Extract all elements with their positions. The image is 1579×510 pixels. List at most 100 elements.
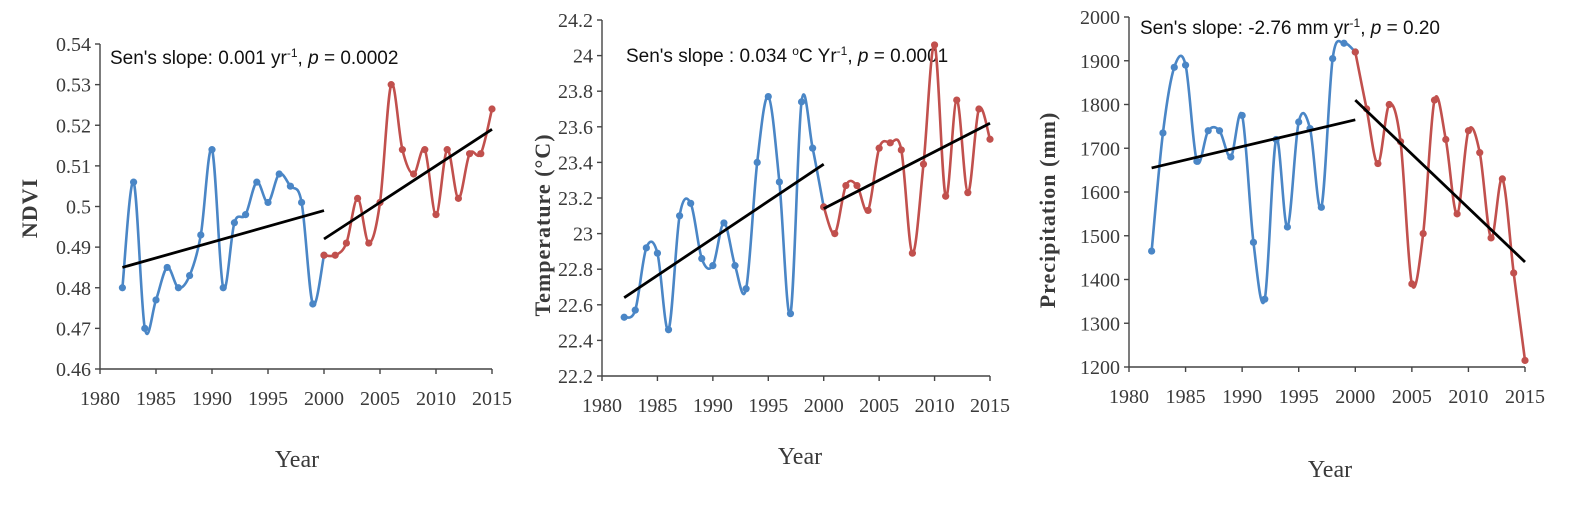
precipitation-y-tick-label: 1900 (1080, 51, 1120, 73)
temperature-series-2-point (853, 181, 861, 190)
ndvi-series-2-point (466, 150, 474, 158)
temperature-series-1-point (698, 254, 706, 263)
precipitation-series-2-point (1510, 269, 1518, 277)
ndvi-x-tick-label: 1990 (192, 388, 232, 410)
precipitation-y-axis-label: Precipitation (mm) (1035, 112, 1060, 309)
temperature-series-1-point (620, 313, 628, 321)
temperature-y-tick-label: 23.2 (558, 188, 593, 210)
temperature-y-tick-label: 23.6 (558, 117, 593, 139)
ndvi-x-tick-label: 2015 (472, 388, 512, 410)
temperature-series-1-point (709, 262, 717, 270)
precipitation-series-2-point (1476, 149, 1484, 157)
temperature-series-2-point (886, 139, 894, 147)
temperature-series-2-line (822, 43, 992, 255)
temperature-series-2-point (975, 105, 983, 113)
ndvi-series-1-point (298, 198, 306, 207)
temperature-series-2-point (897, 146, 905, 154)
temperature-series-1-point (797, 98, 806, 106)
precipitation-series-1-point (1329, 54, 1337, 63)
ndvi-series-2-point (354, 194, 362, 202)
precipitation-series-2-point (1464, 127, 1473, 135)
temp-annot-sup: -1 (837, 44, 848, 58)
ndvi-series-1-point (141, 324, 149, 332)
temperature-series-2-point (919, 160, 928, 168)
precipitation-series-2-point (1419, 229, 1427, 238)
ndvi-series-2-point (365, 239, 373, 247)
precipitation-series-1-point (1159, 129, 1167, 137)
temperature-trend-line-2 (823, 121, 991, 210)
precipitation-series-2-point (1385, 100, 1393, 109)
precipitation-y-tick-label: 1500 (1080, 226, 1120, 248)
chart-precipitation: Precipitation (mm) Year Sen's slope: -2.… (1035, 7, 1545, 483)
temperature-series-2-point (953, 96, 961, 104)
chart-ndvi: NDVI Year Sen's slope: 0.001 yr-1, p = 0… (17, 34, 512, 473)
ndvi-annot-p: p (307, 48, 319, 69)
temperature-series-1-point (775, 178, 783, 186)
temperature-y-tick-label: 23.4 (558, 152, 593, 174)
precipitation-x-tick-label: 2000 (1335, 386, 1375, 408)
temperature-y-tick-label: 22.8 (558, 259, 593, 281)
precipitation-series-1-point (1227, 153, 1235, 161)
ndvi-y-tick-label: 0.54 (56, 34, 91, 56)
ndvi-trend-line-2 (323, 128, 493, 241)
precipitation-trend-line-1 (1151, 118, 1356, 170)
precipitation-series-2-point (1408, 280, 1416, 288)
precipitation-series-1-point (1170, 63, 1178, 71)
temperature-series-1-point (786, 310, 795, 318)
ndvi-series-2-point (477, 150, 485, 158)
precipitation-x-tick-label: 1995 (1279, 386, 1319, 408)
temp-annot-sup0: o (792, 44, 799, 58)
precipitation-series-1-point (1193, 157, 1201, 165)
precipitation-series-1-point (1283, 223, 1291, 231)
temperature-series-2-point (864, 206, 872, 215)
ndvi-trend-line-1 (122, 209, 325, 269)
ndvi-series-1-point (219, 284, 227, 292)
temperature-series-2-point (930, 41, 939, 49)
ndvi-x-tick-label: 2010 (416, 388, 456, 410)
temperature-y-tick-label: 23 (573, 224, 593, 246)
temp-annot-pre: Sen's slope : 0.034 (626, 46, 792, 67)
ndvi-series-2-point (398, 146, 406, 154)
temperature-series-1-point (753, 158, 761, 166)
temperature-x-tick-label: 1995 (748, 395, 788, 417)
temperature-series-1-point (687, 199, 695, 207)
temperature-series-2-point (875, 144, 883, 152)
ndvi-y-tick-label: 0.53 (56, 75, 91, 97)
prec-annot-mid: , (1360, 18, 1371, 39)
ndvi-sens-slope-annotation: Sen's slope: 0.001 yr-1, p = 0.0002 (110, 46, 398, 69)
precipitation-series-1-point (1181, 61, 1190, 69)
temperature-y-tick-label: 23.8 (558, 81, 593, 103)
temperature-x-tick-label: 2005 (859, 395, 899, 417)
temperature-series-1-point (764, 92, 772, 101)
ndvi-series-2-point (432, 211, 440, 219)
ndvi-series-1-point (309, 300, 317, 308)
precipitation-y-tick-label: 1400 (1080, 270, 1120, 292)
ndvi-series-2-point (331, 251, 339, 259)
temperature-series-2-point (964, 189, 972, 197)
ndvi-series-2-line (323, 82, 494, 258)
precipitation-y-tick-label: 1700 (1080, 138, 1120, 160)
temperature-series-1-line (623, 93, 825, 332)
temperature-y-tick-label: 22.2 (558, 366, 593, 388)
ndvi-series-1-point (174, 284, 182, 292)
precipitation-series-1-point (1317, 203, 1325, 211)
ndvi-y-tick-label: 0.49 (56, 237, 91, 259)
precipitation-series-2-point (1374, 159, 1382, 168)
ndvi-x-axis-label: Year (275, 447, 319, 473)
temperature-y-tick-label: 24 (573, 46, 593, 68)
ndvi-x-tick-label: 2005 (360, 388, 400, 410)
precipitation-x-tick-label: 1985 (1166, 386, 1206, 408)
ndvi-series-1-point (275, 170, 283, 178)
precipitation-series-1-point (1249, 238, 1258, 246)
precipitation-series-2-point (1498, 175, 1506, 183)
temperature-sens-slope-annotation: Sen's slope : 0.034 oC Yr-1, p = 0.0001 (626, 44, 948, 67)
precipitation-x-tick-label: 2005 (1392, 386, 1432, 408)
temperature-trend-line-1 (623, 163, 825, 299)
ndvi-series-1-point (264, 198, 272, 207)
temperature-series-1-point (809, 144, 817, 152)
ndvi-series-2-point (488, 105, 496, 113)
precipitation-y-tick-label: 1600 (1080, 182, 1120, 204)
precipitation-series-2-point (1521, 356, 1529, 365)
prec-annot-pre: Sen's slope: -2.76 mm yr (1140, 18, 1350, 39)
temperature-series-1-point (642, 244, 650, 252)
